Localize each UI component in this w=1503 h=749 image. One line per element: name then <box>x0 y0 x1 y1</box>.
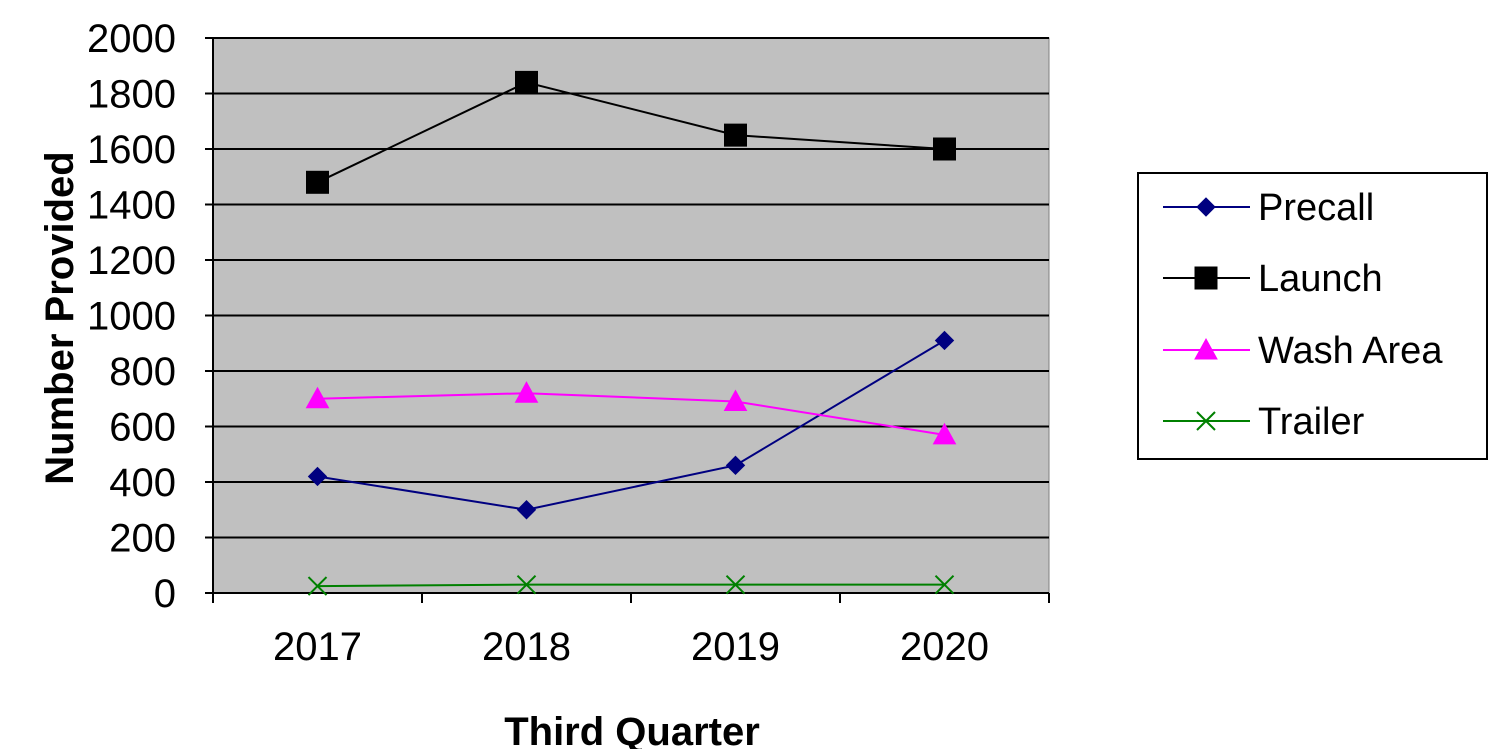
y-tick-label: 1600 <box>87 128 176 172</box>
y-tick-labels: 0 200 400 600 800 1000 1200 1400 1600 1800 2000 <box>87 17 176 616</box>
legend-swatch-marker <box>1196 197 1216 217</box>
data-point-wash-area <box>514 381 539 403</box>
x-axis-title: Third Quarter <box>504 710 760 749</box>
data-point-trailer <box>934 574 955 595</box>
y-tick-label: 800 <box>109 350 176 394</box>
legend-item-launch: Launch <box>1163 258 1383 300</box>
y-tick-label: 600 <box>109 406 176 450</box>
x-tick-labels: 2017 2018 2019 2020 <box>273 625 989 669</box>
data-point-precall <box>516 500 537 520</box>
y-tick-label: 1800 <box>87 73 176 117</box>
y-tick-label: 1400 <box>87 184 176 228</box>
y-tick-label: 200 <box>109 517 176 561</box>
data-point-launch <box>933 137 956 161</box>
data-point-trailer <box>307 576 328 596</box>
legend-item-trailer: Trailer <box>1163 401 1365 443</box>
data-point-launch <box>515 70 538 94</box>
data-point-trailer <box>516 574 537 595</box>
x-tick-label: 2019 <box>691 625 780 669</box>
data-point-precall <box>725 455 746 476</box>
legend-label: Trailer <box>1258 401 1365 443</box>
legend-box <box>1137 172 1488 460</box>
legend-item-wash-area: Wash Area <box>1163 330 1443 372</box>
legend-swatch-marker <box>1194 337 1218 360</box>
data-point-wash-area <box>932 422 957 445</box>
x-tick-label: 2020 <box>900 625 989 669</box>
data-point-launch <box>306 170 329 194</box>
legend-item-precall: Precall <box>1163 187 1374 229</box>
y-tick-label: 0 <box>154 572 176 616</box>
y-tick-label: 1000 <box>87 295 176 339</box>
legend-swatch-marker <box>1196 411 1216 431</box>
y-axis-title: Number Provided <box>38 151 82 484</box>
series-line-trailer <box>317 583 945 588</box>
data-point-launch <box>724 123 747 147</box>
series-line-wash-area <box>317 392 945 436</box>
data-point-wash-area <box>305 386 330 409</box>
y-tick-label: 1200 <box>87 239 176 283</box>
data-point-precall <box>307 466 328 487</box>
legend-swatch-marker <box>1194 266 1218 290</box>
series-markers <box>305 70 957 596</box>
series-lines <box>317 81 946 588</box>
data-point-wash-area <box>723 389 748 412</box>
axes <box>205 37 1050 603</box>
x-tick-label: 2017 <box>273 625 362 669</box>
data-point-precall <box>934 330 955 351</box>
legend-label: Launch <box>1258 258 1383 300</box>
y-tick-label: 2000 <box>87 17 176 61</box>
x-tick-label: 2018 <box>482 625 571 669</box>
series-line-precall <box>317 339 946 511</box>
legend-label: Precall <box>1258 187 1374 229</box>
legend-label: Wash Area <box>1258 330 1443 372</box>
data-point-trailer <box>725 574 746 595</box>
y-tick-label: 400 <box>109 461 176 505</box>
series-line-launch <box>317 81 945 184</box>
legend: Precall Launch Wash Area Trailer <box>1137 172 1488 460</box>
